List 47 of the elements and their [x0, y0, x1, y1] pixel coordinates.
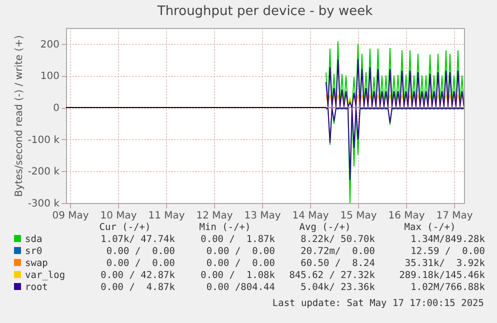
text: 0.00 / 42.87k	[100, 270, 175, 282]
text: 0.00 / 0.00	[105, 246, 175, 258]
text: 20.72m/ 0.00	[300, 246, 375, 258]
text: 289.18k/145.46k	[398, 270, 485, 282]
text: 0.00 / 0.00	[105, 258, 175, 270]
text: 8.22k/ 50.70k	[300, 234, 375, 246]
x-tick-label: 15 May	[340, 210, 377, 222]
y-tick-label: 100	[40, 71, 60, 82]
text: 1.34M/849.28k	[410, 234, 485, 246]
x-tick-label: 16 May	[388, 210, 425, 222]
text: 0.00 / 1.87k	[200, 234, 275, 246]
text: Max (-/+)	[403, 222, 457, 234]
x-tick-label: 17 May	[436, 210, 473, 222]
text: 5.04k/ 23.36k	[300, 282, 375, 294]
y-tick-label: 0	[53, 103, 60, 114]
text: Min (-/+)	[198, 222, 252, 234]
text: 0.00 / 0.00	[205, 246, 275, 258]
text: Cur (-/+)	[98, 222, 152, 234]
text: Last update: Sat May 17 17:00:15 2025	[272, 298, 484, 309]
text: 1.07k/ 47.74k	[100, 234, 175, 246]
x-tick-label: 11 May	[148, 210, 185, 222]
text: 1.02M/766.88k	[410, 282, 485, 294]
legend-label: var_log	[24, 270, 66, 282]
legend-label: swap	[24, 258, 49, 270]
x-tick-label: 14 May	[292, 210, 329, 222]
text: 0.00 / 0.00	[205, 258, 275, 270]
y-axis-title: Bytes/second read (-) / write (+)	[14, 35, 25, 197]
text: 845.62 / 27.32k	[288, 270, 375, 282]
text: 0.00 /804.44	[205, 282, 275, 294]
legend-label: sr0	[24, 246, 44, 258]
x-tick-label: 09 May	[52, 210, 89, 222]
y-tick-label: -300 k	[28, 198, 60, 210]
chart-title: Throughput per device - by week	[156, 4, 374, 19]
text: 0.00 / 4.87k	[100, 282, 175, 294]
legend-label: root	[24, 282, 49, 294]
x-tick-label: 13 May	[244, 210, 281, 222]
legend-label: sda	[24, 234, 44, 246]
x-tick-label: 12 May	[196, 210, 233, 222]
text: 60.50 / 8.24	[300, 258, 375, 270]
y-tick-label: 200	[40, 39, 60, 50]
text: 35.31k/ 3.92k	[404, 258, 485, 270]
text: 12.59 / 0.00	[410, 246, 485, 258]
y-tick-label: -200 k	[28, 166, 60, 178]
text: Avg (-/+)	[298, 222, 352, 234]
x-tick-label: 10 May	[100, 210, 137, 222]
y-tick-label: -100 k	[28, 134, 60, 146]
text: 0.00 / 1.08k	[200, 270, 275, 282]
